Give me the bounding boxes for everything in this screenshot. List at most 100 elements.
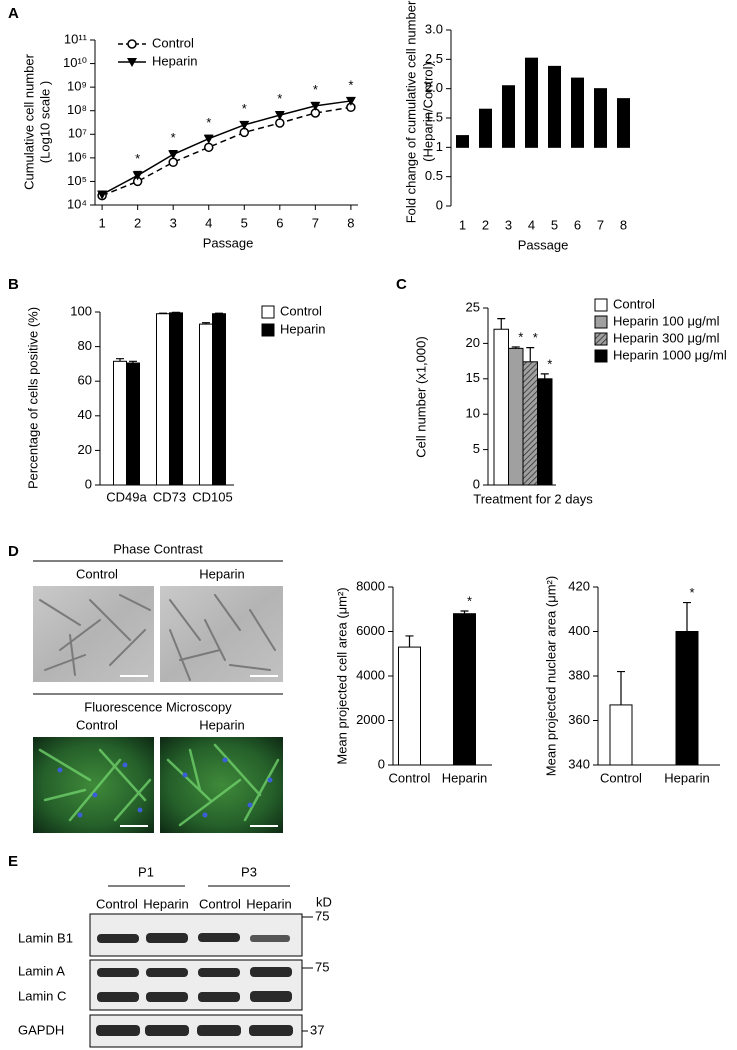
x-tick-label: 8 [620, 217, 627, 232]
point [275, 118, 285, 128]
error-bar [497, 318, 506, 330]
x-tick-label: CD105 [192, 489, 232, 504]
y-tick-label: 10⁶ [67, 149, 87, 164]
y-tick-label: 0 [473, 476, 480, 491]
bar [609, 704, 633, 766]
x-tick-label: 8 [347, 215, 354, 230]
significance-mark: * [689, 585, 694, 600]
y-tick-label: 20 [466, 335, 480, 350]
legend-swatch [594, 315, 608, 329]
legend-label: Heparin 100 μg/ml [613, 313, 720, 328]
y-tick-label: 0 [436, 197, 443, 212]
y-axis-label: (Heparin/Control) [420, 62, 435, 162]
y-tick-label: 10¹¹ [64, 31, 88, 46]
y-tick-label: 4000 [356, 667, 385, 682]
group-label: P1 [138, 864, 154, 879]
point [310, 101, 321, 111]
y-axis-label: Cell number (x1,000) [413, 336, 428, 457]
y-axis-label: Mean projected cell area (μm²) [334, 587, 349, 764]
legend-label: Control [152, 35, 194, 50]
western-blot: P1 P3 Control Heparin Control Heparin kD… [18, 864, 332, 1048]
significance-mark: * [242, 101, 247, 116]
point [168, 157, 178, 168]
y-tick-label: 15 [466, 370, 480, 385]
panel-label: C [396, 276, 407, 293]
y-axis-label: Cumulative cell number [21, 53, 36, 190]
significance-mark: * [206, 115, 211, 130]
panel-label: B [8, 276, 19, 293]
y-tick-label: 2.0 [425, 80, 443, 95]
point [239, 120, 250, 130]
y-axis-label: Mean projected nuclear area (μm²) [543, 576, 558, 776]
legend-swatch [594, 298, 608, 312]
bar [456, 135, 469, 148]
bar [571, 77, 584, 148]
nuclei [57, 757, 273, 818]
y-tick-label: 0 [85, 476, 92, 491]
y-tick-label: 380 [568, 667, 590, 682]
y-tick-label: 10⁸ [67, 102, 87, 117]
bar [522, 361, 538, 486]
row-label: Lamin C [18, 988, 66, 1003]
y-tick-label: 2.5 [425, 51, 443, 66]
y-tick-label: 10 [466, 406, 480, 421]
y-tick-label: 6000 [356, 623, 385, 638]
legend-label: Heparin [280, 321, 326, 336]
y-axis-label: (Log10 scale ) [37, 81, 52, 163]
legend-label: Control [613, 296, 655, 311]
error-bar [405, 635, 414, 648]
y-tick-label: 100 [70, 303, 92, 318]
significance-mark: * [348, 78, 353, 93]
point [127, 58, 137, 67]
unit-label: kD [316, 894, 332, 909]
series-line [101, 106, 352, 197]
bar [675, 631, 699, 766]
error-bar [172, 311, 180, 313]
y-tick-label: 10⁷ [68, 126, 87, 141]
x-axis-label: Treatment for 2 days [473, 491, 593, 506]
point [274, 111, 285, 121]
bar [398, 646, 421, 766]
y-tick-label: 0 [378, 756, 385, 771]
legend-swatch [594, 349, 608, 363]
x-tick-label: 2 [482, 217, 489, 232]
y-tick-label: 5 [473, 441, 480, 456]
x-tick-label: 4 [205, 215, 212, 230]
column-label: Control [76, 717, 118, 732]
significance-mark: * [313, 82, 318, 97]
y-tick-label: 1.5 [425, 109, 443, 124]
error-bar [526, 347, 535, 362]
x-tick-label: 3 [505, 217, 512, 232]
significance-mark: * [135, 151, 140, 166]
x-tick-label: 7 [597, 217, 604, 232]
lane-label: Control [199, 896, 241, 911]
bar [199, 323, 213, 486]
point [168, 150, 179, 160]
error-bar [116, 358, 124, 362]
x-tick-label: Heparin [664, 770, 710, 785]
section-title: Fluorescence Microscopy [84, 699, 232, 714]
y-tick-label: 60 [78, 373, 92, 388]
bar [169, 312, 183, 486]
y-tick-label: 2000 [356, 712, 385, 727]
cell-shapes [38, 743, 280, 827]
y-tick-label: 20 [78, 442, 92, 457]
bar [212, 313, 226, 486]
x-tick-label: 7 [312, 215, 319, 230]
error-bar [129, 360, 137, 364]
bar [525, 57, 538, 148]
error-bar [202, 322, 210, 325]
x-tick-label: 6 [574, 217, 581, 232]
column-label: Control [76, 566, 118, 581]
column-label: Heparin [199, 717, 245, 732]
cell-shapes [39, 594, 276, 681]
y-tick-label: 25 [466, 299, 480, 314]
series-line [101, 100, 351, 196]
y-tick-label: 3.0 [425, 21, 443, 36]
x-tick-label: 1 [459, 217, 466, 232]
point [345, 96, 356, 106]
legend-swatch [261, 305, 275, 319]
significance-mark: * [547, 356, 552, 371]
x-tick-label: CD49a [106, 489, 147, 504]
